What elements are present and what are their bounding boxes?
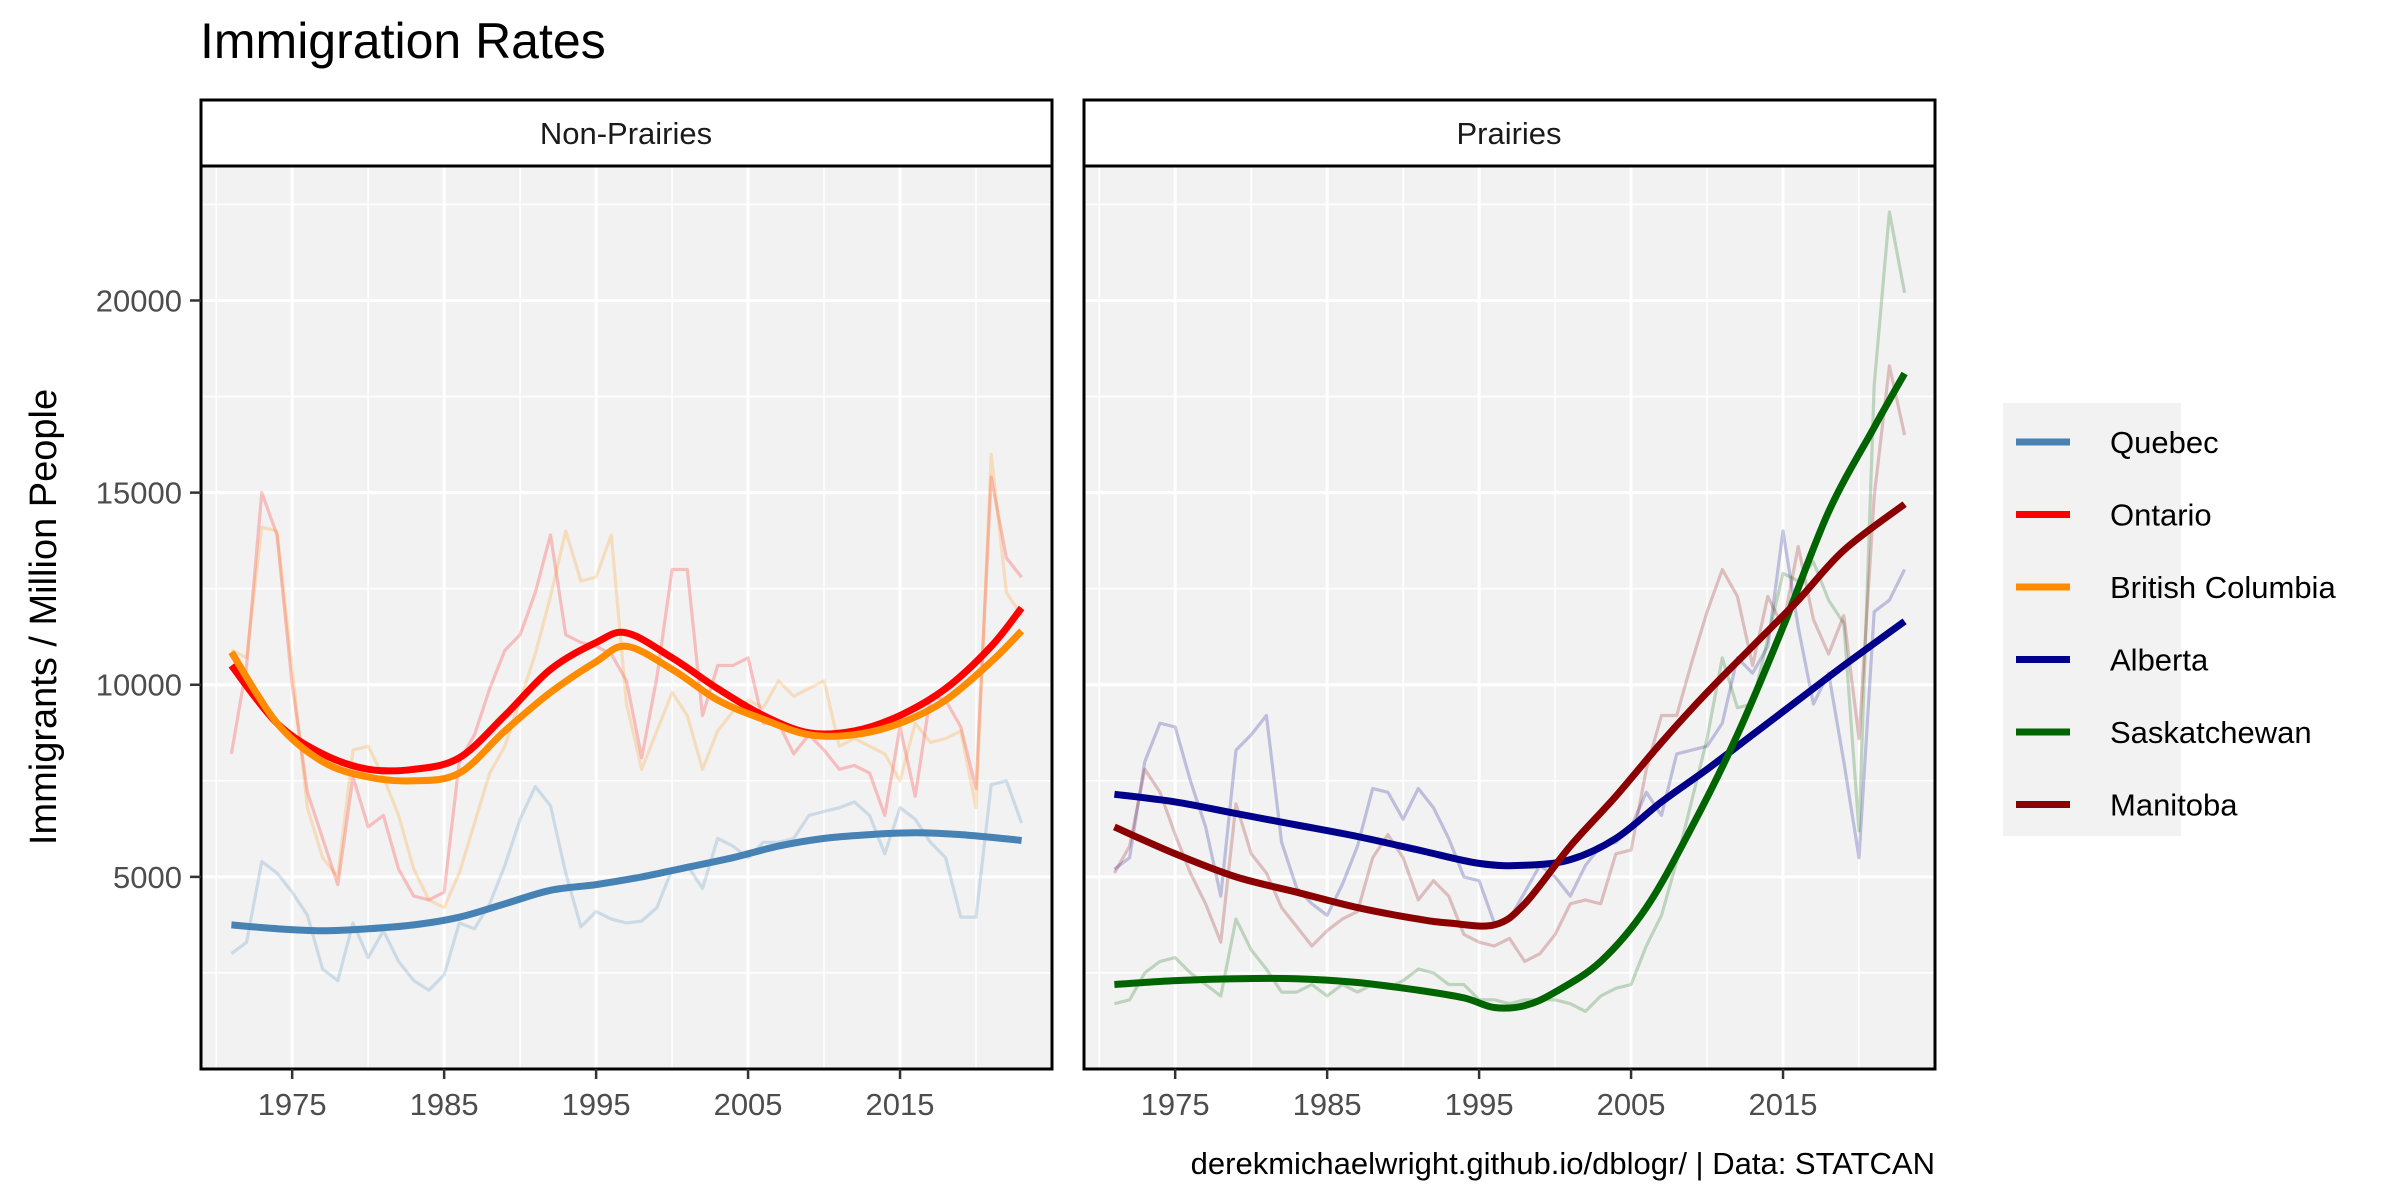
- raw-line-british-columbia: [230, 452, 1023, 910]
- legend-label-british-columbia: British Columbia: [2110, 570, 2336, 605]
- smooth-lines: [228, 605, 1025, 935]
- raw-lines: [229, 452, 1024, 992]
- x-tick-label: 1985: [1293, 1087, 1362, 1122]
- legend-background: [2003, 403, 2181, 836]
- panel-strip-label: Non-Prairies: [540, 116, 712, 151]
- chart-title: Immigration Rates: [200, 13, 606, 69]
- raw-line-quebec: [230, 779, 1024, 992]
- panel-border: [199, 164, 1054, 1071]
- y-tick-label: 5000: [113, 860, 182, 895]
- smooth-line-ontario: [228, 605, 1025, 775]
- legend: Quebec Ontario British Columbia Alberta Sask…: [2003, 403, 2336, 836]
- panel-strip: [1082, 98, 1937, 168]
- y-axis: 5000 10000 15000 20000: [96, 283, 201, 895]
- y-axis-title: Immigrants / Million People: [23, 389, 65, 845]
- legend-label-saskatchewan: Saskatchewan: [2110, 715, 2312, 750]
- x-tick-label: 1995: [1445, 1087, 1514, 1122]
- x-tick-label: 2005: [1597, 1087, 1666, 1122]
- panel-border: [1082, 164, 1937, 1071]
- x-tick-label: 1995: [562, 1087, 631, 1122]
- caption: derekmichaelwright.github.io/dblogr/ | D…: [1191, 1146, 1935, 1181]
- smooth-lines: [1112, 371, 1908, 1012]
- smooth-line-manitoba: [1112, 501, 1907, 930]
- grid: [201, 166, 1052, 1069]
- legend-label-ontario: Ontario: [2110, 498, 2212, 533]
- panel-non-prairies: Non-Prairies 1975 1985 1995 2005 2015: [199, 98, 1054, 1122]
- raw-line-ontario: [229, 475, 1023, 902]
- y-tick-label: 15000: [96, 476, 182, 511]
- y-tick-label: 10000: [96, 668, 182, 703]
- smooth-line-saskatchewan: [1114, 371, 1908, 1012]
- x-axis: 1975 1985 1995 2005 2015: [1141, 1069, 1818, 1122]
- legend-label-manitoba: Manitoba: [2110, 788, 2238, 823]
- y-tick-label: 20000: [96, 283, 182, 318]
- x-tick-label: 2015: [1749, 1087, 1818, 1122]
- panel-strip: [199, 98, 1054, 168]
- panel-prairies: Prairies 1975 1985 1995 2005 2015: [1082, 98, 1937, 1122]
- x-tick-label: 1985: [410, 1087, 479, 1122]
- panel-background: [201, 166, 1052, 1069]
- x-tick-label: 1975: [258, 1087, 327, 1122]
- smooth-line-british-columbia: [228, 628, 1025, 785]
- panel-strip-label: Prairies: [1456, 116, 1561, 151]
- legend-label-quebec: Quebec: [2110, 425, 2219, 460]
- x-tick-label: 2015: [866, 1087, 935, 1122]
- raw-line-saskatchewan: [1114, 210, 1907, 1014]
- raw-line-manitoba: [1113, 364, 1907, 964]
- legend-label-alberta: Alberta: [2110, 643, 2209, 678]
- x-tick-label: 2005: [714, 1087, 783, 1122]
- smooth-line-alberta: [1113, 618, 1907, 870]
- x-axis: 1975 1985 1995 2005 2015: [258, 1069, 935, 1122]
- grid: [1084, 166, 1935, 1069]
- x-tick-label: 1975: [1141, 1087, 1210, 1122]
- smooth-line-quebec: [231, 829, 1022, 935]
